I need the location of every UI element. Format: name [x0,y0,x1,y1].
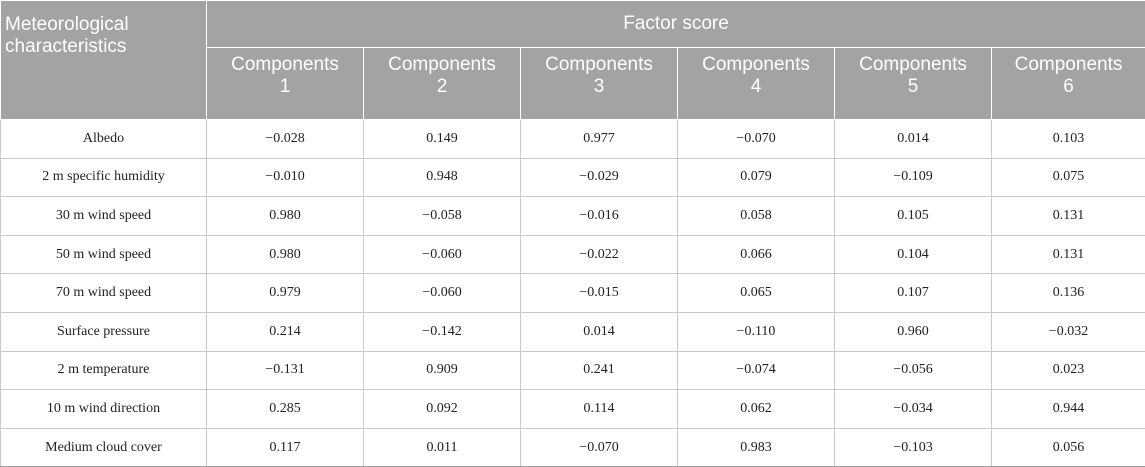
table-cell: 0.909 [364,351,521,390]
row-label: 50 m wind speed [1,235,207,274]
table-cell: −0.034 [835,390,992,429]
table-row: 2 m specific humidity −0.010 0.948 −0.02… [1,158,1145,197]
table-cell: −0.070 [678,120,835,159]
table-cell: 0.065 [678,274,835,313]
table-row: Surface pressure 0.214 −0.142 0.014 −0.1… [1,312,1145,351]
table-cell: 0.149 [364,120,521,159]
table-cell: −0.029 [521,158,678,197]
table-cell: 0.058 [678,197,835,236]
row-label: 2 m specific humidity [1,158,207,197]
table-row: 2 m temperature −0.131 0.909 0.241 −0.07… [1,351,1145,390]
table-cell: 0.107 [835,274,992,313]
table-cell: 0.011 [364,428,521,467]
row-label: 10 m wind direction [1,390,207,429]
table-cell: 0.056 [992,428,1145,467]
row-label: 30 m wind speed [1,197,207,236]
table-cell: −0.016 [521,197,678,236]
factor-score-header: Factor score [207,1,1145,48]
table-row: Medium cloud cover 0.117 0.011 −0.070 0.… [1,428,1145,467]
table-cell: 0.114 [521,390,678,429]
table-cell: −0.058 [364,197,521,236]
table-cell: −0.103 [835,428,992,467]
table-row: 30 m wind speed 0.980 −0.058 −0.016 0.05… [1,197,1145,236]
table-cell: 0.079 [678,158,835,197]
table-cell: 0.944 [992,390,1145,429]
table-cell: −0.056 [835,351,992,390]
table-cell: 0.983 [678,428,835,467]
table-cell: 0.131 [992,235,1145,274]
table-cell: −0.110 [678,312,835,351]
table-cell: 0.136 [992,274,1145,313]
table-cell: −0.060 [364,274,521,313]
table-cell: 0.014 [521,312,678,351]
table-row: 70 m wind speed 0.979 −0.060 −0.015 0.06… [1,274,1145,313]
table-row: Albedo −0.028 0.149 0.977 −0.070 0.014 0… [1,120,1145,159]
table-cell: −0.131 [207,351,364,390]
table-cell: −0.142 [364,312,521,351]
row-label: 2 m temperature [1,351,207,390]
table-cell: 0.092 [364,390,521,429]
table-cell: 0.214 [207,312,364,351]
table-cell: 0.948 [364,158,521,197]
table-cell: 0.103 [992,120,1145,159]
table-cell: −0.032 [992,312,1145,351]
table-cell: 0.117 [207,428,364,467]
table-row: 10 m wind direction 0.285 0.092 0.114 0.… [1,390,1145,429]
table-cell: 0.075 [992,158,1145,197]
table-cell: 0.131 [992,197,1145,236]
table-row: 50 m wind speed 0.980 −0.060 −0.022 0.06… [1,235,1145,274]
table-cell: 0.980 [207,197,364,236]
table-cell: −0.109 [835,158,992,197]
table-cell: 0.285 [207,390,364,429]
row-label: Albedo [1,120,207,159]
table-cell: −0.028 [207,120,364,159]
table-cell: 0.960 [835,312,992,351]
table-cell: 0.104 [835,235,992,274]
table-cell: 0.014 [835,120,992,159]
table-cell: −0.022 [521,235,678,274]
table-cell: −0.060 [364,235,521,274]
table-cell: −0.074 [678,351,835,390]
table-cell: −0.070 [521,428,678,467]
table-cell: 0.062 [678,390,835,429]
row-label: Medium cloud cover [1,428,207,467]
table-cell: −0.010 [207,158,364,197]
row-label: Surface pressure [1,312,207,351]
table-cell: −0.015 [521,274,678,313]
table-cell: 0.977 [521,120,678,159]
table-cell: 0.066 [678,235,835,274]
header-row-top: Meteorological characteristics Factor sc… [1,1,1145,48]
row-label: 70 m wind speed [1,274,207,313]
meteorological-characteristics-header: Meteorological characteristics [1,1,207,120]
table-cell: 0.980 [207,235,364,274]
table-cell: 0.241 [521,351,678,390]
table-cell: 0.023 [992,351,1145,390]
table-cell: 0.105 [835,197,992,236]
table-cell: 0.979 [207,274,364,313]
